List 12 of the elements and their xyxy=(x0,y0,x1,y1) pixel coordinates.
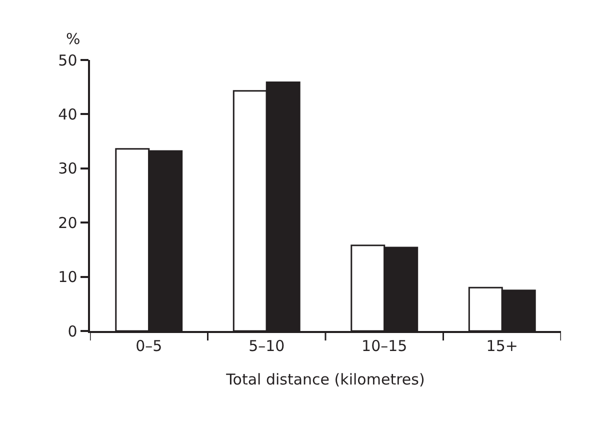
x-tick-label: 10–15 xyxy=(362,336,408,355)
y-tick-label: 40 xyxy=(58,105,78,124)
y-tick-label: 20 xyxy=(58,214,78,232)
x-tick-label: 15+ xyxy=(486,336,518,355)
y-tick-label: 10 xyxy=(58,268,78,286)
y-tick-label: 30 xyxy=(58,160,78,178)
y-axis-title: % xyxy=(66,30,80,48)
x-tick-label: 5–10 xyxy=(248,336,285,355)
x-axis-title: Total distance (kilometres) xyxy=(225,370,425,388)
x-tick-label: 0–5 xyxy=(136,336,162,355)
y-tick-label: 0 xyxy=(68,322,78,340)
y-tick-label: 50 xyxy=(58,51,78,70)
